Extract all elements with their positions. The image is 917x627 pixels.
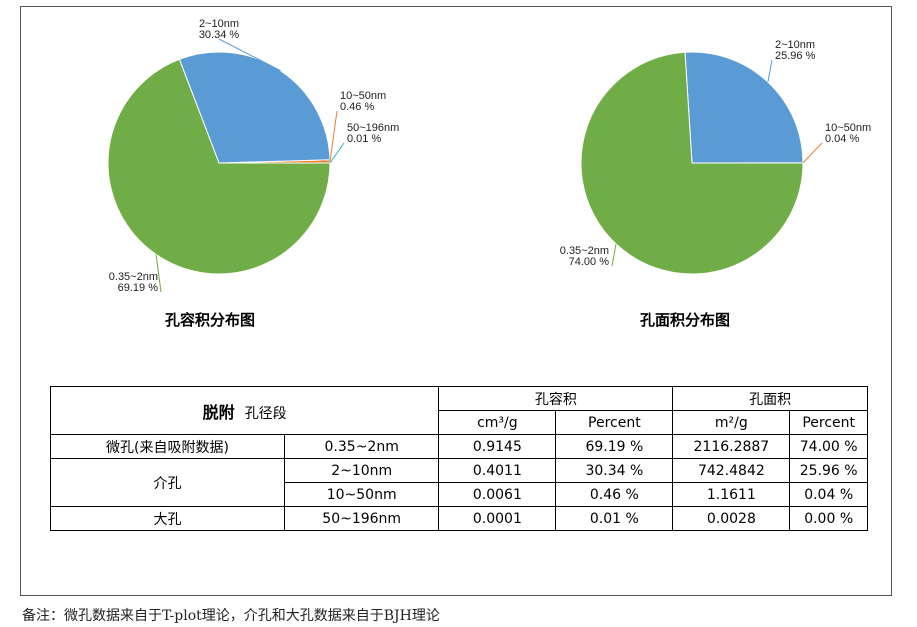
figure-frame: [20, 6, 892, 596]
leader-line: [329, 110, 338, 162]
pie-area-title: 孔面积分布图: [640, 311, 731, 329]
cell-range: 0.35~2nm: [283, 434, 440, 459]
slice-label-name: 0.35~2nm: [109, 271, 158, 283]
cell-volume: 0.9145: [438, 434, 557, 459]
leader-line: [611, 243, 617, 267]
slice-label-percent: 0.46 %: [340, 101, 374, 113]
leader-line: [155, 254, 162, 293]
slice-label-percent: 69.19 %: [118, 282, 159, 294]
pie-slice-2-10nm: [684, 51, 804, 164]
cell-area: 2116.2887: [672, 434, 791, 459]
table-row: 微孔(来自吸附数据) 0.35~2nm 0.9145 69.19 % 2116.…: [50, 434, 868, 459]
pie-slice-0-35-2nm: [107, 58, 331, 275]
pie-volume-title: 孔容积分布图: [165, 311, 256, 329]
cell-volume-percent: 0.46 %: [555, 482, 674, 507]
leader-line: [218, 38, 281, 72]
leader-line: [767, 59, 773, 83]
slice-label-name: 50~196nm: [347, 122, 399, 134]
cell-area-percent: 74.00 %: [789, 434, 868, 459]
cell-range: 2~10nm: [283, 458, 440, 483]
slice-label-name: 10~50nm: [825, 122, 871, 134]
slice-label-percent: 0.01 %: [347, 133, 381, 145]
cell-range: 10~50nm: [283, 482, 440, 507]
cell-volume-percent: 69.19 %: [555, 434, 674, 459]
cell-area-percent: 0.04 %: [789, 482, 868, 507]
slice-label-name: 10~50nm: [340, 90, 386, 102]
cell-volume-percent: 30.34 %: [555, 458, 674, 483]
footnote: 备注：微孔数据来自于T-plot理论，介孔和大孔数据来自于BJH理论: [22, 608, 440, 624]
slice-label-percent: 0.04 %: [825, 133, 859, 145]
unit-area-percent: Percent: [789, 410, 868, 435]
header-pore-area: 孔面积: [672, 386, 868, 411]
header-desorption: 脱附: [202, 402, 235, 422]
unit-volume-percent: Percent: [555, 410, 674, 435]
cell-area: 0.0028: [672, 506, 791, 531]
cell-range: 50~196nm: [283, 506, 440, 531]
table-row: 大孔 50~196nm 0.0001 0.01 % 0.0028 0.00 %: [50, 506, 868, 531]
slice-label-name: 0.35~2nm: [560, 245, 609, 257]
header-label-cell: 脱附 孔径段: [49, 386, 440, 435]
header-pore-range: 孔径段: [244, 405, 287, 422]
slice-label-name: 2~10nm: [775, 39, 815, 51]
leader-line: [329, 142, 345, 164]
table-row: 介孔 2~10nm 0.4011 30.34 % 742.4842 25.96 …: [50, 458, 868, 507]
pore-data-table: 脱附 孔径段 孔容积 孔面积 cm³/g Percent m²/g Percent…: [49, 386, 868, 531]
slice-label-percent: 30.34 %: [199, 29, 240, 41]
pie-slice-0-35-2nm: [580, 51, 804, 275]
cell-area-percent: 0.00 %: [789, 506, 868, 531]
cell-category: 介孔: [50, 458, 285, 507]
cell-volume: 0.0061: [438, 482, 557, 507]
header-pore-volume: 孔容积: [438, 386, 674, 411]
leader-line: [802, 142, 823, 164]
cell-area: 742.4842: [672, 458, 791, 483]
slice-label-percent: 74.00 %: [569, 256, 610, 268]
cell-volume-percent: 0.01 %: [555, 506, 674, 531]
unit-area: m²/g: [672, 410, 791, 435]
cell-category: 微孔(来自吸附数据): [50, 434, 285, 459]
slice-label-name: 2~10nm: [199, 18, 239, 30]
cell-category: 大孔: [50, 506, 285, 531]
slice-label-percent: 25.96 %: [775, 50, 816, 62]
table-header-row: 脱附 孔径段 孔容积 孔面积: [49, 386, 868, 435]
cell-volume: 0.4011: [438, 458, 557, 483]
cell-volume: 0.0001: [438, 506, 557, 531]
cell-area-percent: 25.96 %: [789, 458, 868, 483]
cell-area: 1.1611: [672, 482, 791, 507]
unit-volume: cm³/g: [438, 410, 557, 435]
